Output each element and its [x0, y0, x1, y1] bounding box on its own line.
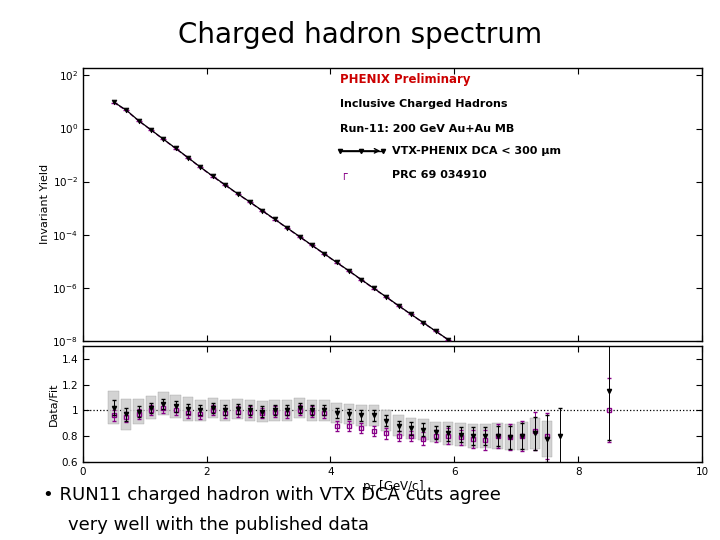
Bar — [307, 400, 318, 421]
Text: very well with the published data: very well with the published data — [68, 516, 369, 534]
Bar — [369, 405, 379, 426]
Bar — [109, 391, 119, 424]
Y-axis label: Data/Fit: Data/Fit — [48, 382, 58, 426]
Bar — [257, 401, 268, 422]
Bar — [529, 418, 540, 449]
Bar — [443, 422, 454, 445]
Bar — [381, 410, 392, 431]
Text: PRC 69 034910: PRC 69 034910 — [392, 171, 487, 180]
X-axis label: p$_T$ [GeV/c]: p$_T$ [GeV/c] — [361, 478, 423, 495]
Bar — [455, 423, 466, 446]
Bar — [269, 400, 280, 421]
Bar — [542, 421, 552, 456]
Text: ┌: ┌ — [340, 171, 346, 180]
Bar — [467, 424, 478, 448]
Bar — [133, 399, 144, 424]
Bar — [393, 415, 404, 436]
Bar — [480, 424, 490, 448]
Bar — [183, 397, 194, 421]
Text: VTX-PHENIX DCA < 300 μm: VTX-PHENIX DCA < 300 μm — [392, 146, 562, 156]
Bar — [431, 422, 441, 442]
Bar — [294, 397, 305, 418]
Bar — [121, 399, 132, 430]
Bar — [492, 423, 503, 449]
Bar — [220, 400, 230, 421]
Text: Run-11: 200 GeV Au+Au MB: Run-11: 200 GeV Au+Au MB — [340, 124, 514, 133]
Bar — [245, 400, 256, 421]
Bar — [331, 403, 342, 423]
Text: Inclusive Charged Hadrons: Inclusive Charged Hadrons — [340, 99, 508, 109]
Bar — [171, 395, 181, 418]
Bar — [356, 405, 366, 426]
Bar — [319, 400, 330, 421]
Text: PHENIX Preliminary: PHENIX Preliminary — [340, 73, 470, 86]
Bar — [195, 400, 206, 421]
Bar — [145, 396, 156, 420]
Bar — [405, 418, 416, 438]
Text: • RUN11 charged hadron with VTX DCA cuts agree: • RUN11 charged hadron with VTX DCA cuts… — [43, 486, 501, 504]
Bar — [158, 393, 168, 415]
Bar — [517, 422, 528, 450]
Bar — [343, 404, 354, 424]
Y-axis label: Invariant Yield: Invariant Yield — [40, 164, 50, 244]
Bar — [418, 420, 428, 440]
Bar — [207, 397, 218, 418]
Bar — [233, 399, 243, 420]
Bar — [282, 400, 292, 421]
Text: Charged hadron spectrum: Charged hadron spectrum — [178, 21, 542, 49]
Bar — [505, 424, 516, 450]
